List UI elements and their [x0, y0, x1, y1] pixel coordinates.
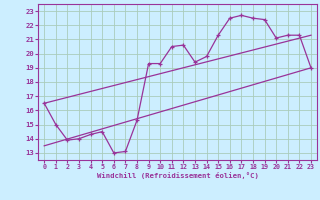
X-axis label: Windchill (Refroidissement éolien,°C): Windchill (Refroidissement éolien,°C) [97, 172, 259, 179]
